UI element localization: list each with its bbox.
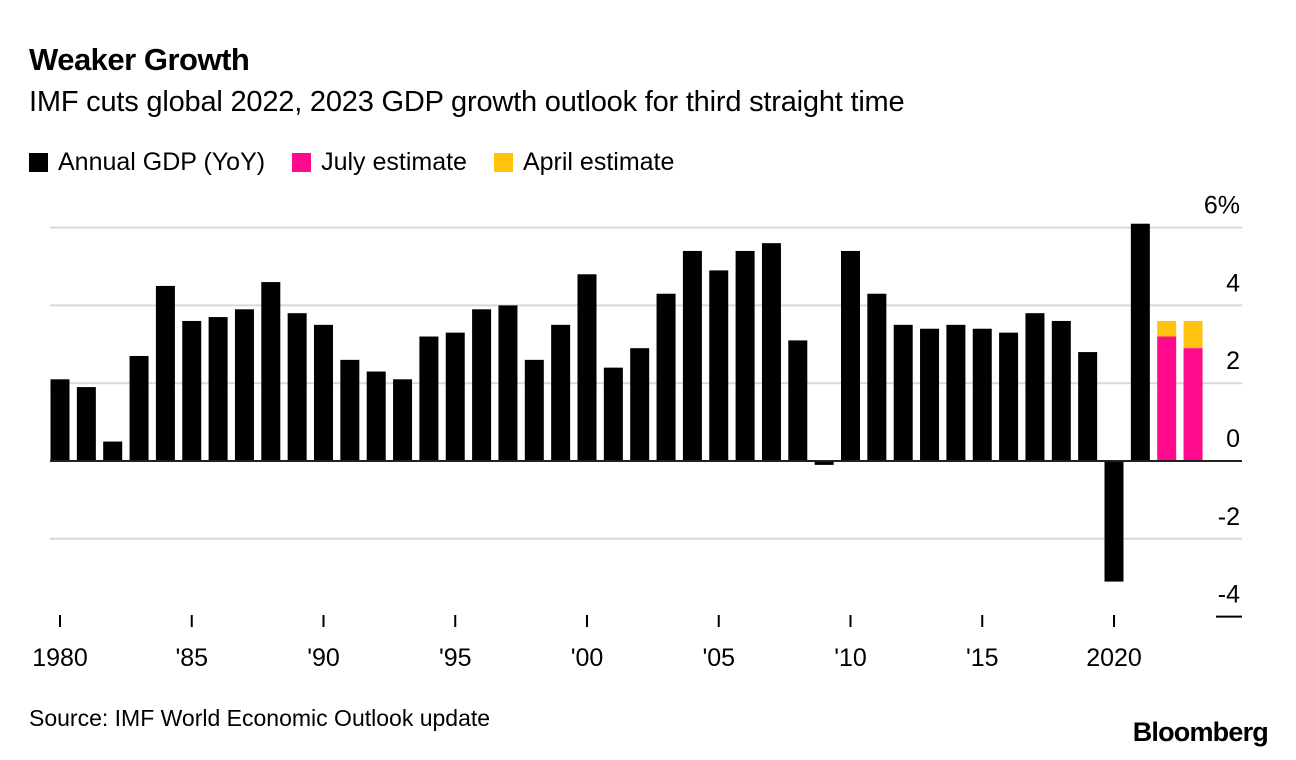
bar-annual-gdp-1997 bbox=[498, 305, 518, 461]
bar-annual-gdp-1986 bbox=[208, 317, 228, 461]
bar-annual-gdp-2002 bbox=[630, 348, 650, 461]
bar-annual-gdp-2006 bbox=[735, 250, 755, 461]
x-tick-label: 2020 bbox=[1086, 644, 1142, 672]
bar-annual-gdp-2004 bbox=[682, 250, 702, 461]
x-tick-label: '85 bbox=[175, 644, 208, 672]
bar-annual-gdp-1983 bbox=[129, 355, 149, 461]
bar-annual-gdp-2001 bbox=[603, 367, 623, 461]
y-tick-label: 2 bbox=[1226, 347, 1240, 375]
y-tick-label: 4 bbox=[1226, 269, 1240, 297]
bar-annual-gdp-2005 bbox=[709, 270, 729, 461]
bar-july-estimate-2023 bbox=[1183, 348, 1203, 461]
bar-annual-gdp-1980 bbox=[50, 379, 70, 461]
bar-july-estimate-2022 bbox=[1157, 336, 1177, 461]
bar-annual-gdp-2015 bbox=[972, 328, 992, 461]
bar-annual-gdp-2011 bbox=[867, 293, 887, 461]
legend-label-july-estimate: July estimate bbox=[321, 148, 467, 176]
bar-april-estimate-2022 bbox=[1157, 320, 1177, 337]
bar-annual-gdp-1987 bbox=[234, 309, 254, 461]
x-tick-label: '95 bbox=[439, 644, 472, 672]
bar-annual-gdp-2007 bbox=[761, 243, 781, 461]
bar-annual-gdp-2014 bbox=[946, 324, 966, 461]
y-tick-label: 0 bbox=[1226, 425, 1240, 453]
bar-annual-gdp-2016 bbox=[999, 332, 1019, 461]
bar-april-estimate-2023 bbox=[1183, 320, 1203, 349]
bar-annual-gdp-2017 bbox=[1025, 313, 1045, 461]
bar-annual-gdp-1982 bbox=[103, 441, 123, 461]
x-tick-label: '00 bbox=[571, 644, 604, 672]
source-note: Source: IMF World Economic Outlook updat… bbox=[29, 705, 491, 731]
bar-annual-gdp-2003 bbox=[656, 293, 676, 461]
bar-annual-gdp-2019 bbox=[1078, 352, 1098, 461]
bar-annual-gdp-1994 bbox=[419, 336, 439, 461]
legend-item-annual-gdp: Annual GDP (YoY) bbox=[29, 148, 265, 177]
bar-annual-gdp-1992 bbox=[366, 371, 386, 461]
bar-annual-gdp-2010 bbox=[841, 250, 860, 461]
bar-annual-gdp-2013 bbox=[920, 328, 940, 461]
bar-annual-gdp-2000 bbox=[577, 274, 597, 461]
x-tick-label: '05 bbox=[702, 644, 735, 672]
legend-swatch-april-estimate bbox=[493, 153, 513, 172]
bar-annual-gdp-1989 bbox=[287, 313, 307, 461]
legend-swatch-annual-gdp bbox=[29, 153, 48, 172]
legend-item-april-estimate: April estimate bbox=[493, 148, 675, 177]
y-tick-label: 6% bbox=[1204, 192, 1240, 220]
x-tick-label: '90 bbox=[307, 644, 340, 672]
bar-annual-gdp-1984 bbox=[155, 285, 175, 461]
x-tick-labels: 1980 '85 '90 '95 '00 '05 '10 '15 2020 bbox=[32, 644, 1142, 672]
legend-label-annual-gdp: Annual GDP (YoY) bbox=[58, 148, 266, 176]
axes bbox=[50, 460, 1242, 627]
chart-subtitle: IMF cuts global 2022, 2023 GDP growth ou… bbox=[29, 86, 905, 118]
bar-annual-gdp-1988 bbox=[261, 282, 281, 461]
x-tick-label: 1980 bbox=[32, 644, 88, 672]
bar-annual-gdp-2020 bbox=[1104, 461, 1124, 582]
x-tick-label: '15 bbox=[966, 644, 999, 672]
bar-annual-gdp-2009 bbox=[814, 461, 834, 465]
y-tick-label: -4 bbox=[1218, 581, 1240, 609]
legend: Annual GDP (YoY) July estimate April est… bbox=[29, 148, 701, 177]
bar-annual-gdp-2008 bbox=[788, 340, 808, 461]
legend-label-april-estimate: April estimate bbox=[522, 148, 675, 176]
bar-annual-gdp-2021 bbox=[1130, 223, 1150, 461]
bloomberg-logo: Bloomberg bbox=[1132, 717, 1269, 747]
bar-annual-gdp-2012 bbox=[893, 324, 913, 461]
bar-annual-gdp-1996 bbox=[472, 309, 492, 461]
bar-annual-gdp-2018 bbox=[1051, 320, 1071, 461]
bar-annual-gdp-1995 bbox=[445, 332, 465, 461]
bar-annual-gdp-1985 bbox=[182, 320, 202, 461]
legend-item-july-estimate: July estimate bbox=[292, 148, 467, 177]
bar-annual-gdp-1993 bbox=[393, 379, 413, 461]
legend-swatch-july-estimate bbox=[292, 153, 312, 172]
bar-annual-gdp-1999 bbox=[551, 324, 571, 461]
x-tick-label: '10 bbox=[834, 644, 867, 672]
y-tick-labels: 6% 4 2 0 -2 -4 bbox=[1204, 192, 1240, 609]
chart-title: Weaker Growth bbox=[29, 42, 250, 77]
bar-annual-gdp-1991 bbox=[340, 359, 360, 461]
y-tick-label: -2 bbox=[1218, 503, 1240, 531]
bars bbox=[50, 223, 1203, 582]
bar-annual-gdp-1981 bbox=[76, 387, 96, 461]
bar-annual-gdp-1998 bbox=[524, 359, 544, 461]
bar-annual-gdp-1990 bbox=[314, 324, 333, 461]
